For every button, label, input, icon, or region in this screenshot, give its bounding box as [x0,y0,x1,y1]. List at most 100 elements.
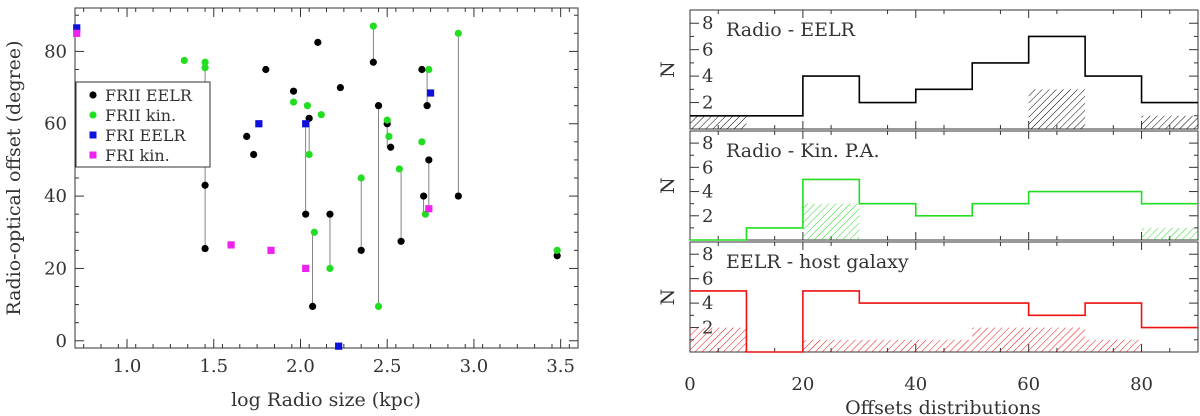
scatter-points [73,22,561,350]
histogram-panel-2: 2 4 6 8 Radio - Kin. P.A. N [657,130,1199,241]
scatter-y-tick-label: 20 [44,258,67,279]
point-fri-eelr [73,24,81,32]
histogram-hatched-bar [690,115,747,129]
histogram-hatched-bar [859,339,916,352]
legend-label-fri-eelr: FRI EELR [105,126,187,145]
point-frii-kin [369,22,377,30]
histogram-hatched-bar [1141,115,1198,129]
point-frii-eelr [423,102,431,110]
point-frii-eelr [326,210,334,218]
histogram-y-axis-label: N [657,289,679,306]
point-frii-kin [553,246,561,254]
point-frii-kin [395,165,403,173]
point-frii-eelr [553,252,561,260]
point-frii-eelr [454,192,462,200]
point-frii-kin [201,64,209,72]
scatter-x-tick-label: 3.5 [546,356,575,377]
histogram-step-line [690,290,1198,353]
legend-label-frii-eelr: FRII EELR [105,86,193,105]
point-fri-kin [425,205,433,213]
histogram-y-tick-label: 6 [702,157,713,178]
histogram-y-tick-label: 4 [702,66,713,87]
histogram-y-tick-label: 2 [702,206,713,227]
legend-marker-fri-eelr [89,131,97,139]
histogram-hatched-bar [1085,339,1142,352]
histogram-y-tick-label: 8 [702,13,713,34]
histogram-hatched-bar [915,339,973,352]
histogram-hatched-bar [802,203,860,240]
scatter-y-tick-label: 80 [44,41,67,62]
point-frii-kin [374,302,383,311]
histogram-y-tick-label: 6 [702,269,713,290]
point-frii-eelr [420,192,428,200]
point-frii-kin [383,116,391,124]
point-frii-eelr [289,87,298,95]
scatter-x-ticks: 1.0 1.5 2.0 2.5 3.0 3.5 [83,8,575,377]
scatter-x-tick-label: 2.0 [286,356,315,377]
histogram-y-tick-label: 8 [702,244,713,265]
scatter-plot: 1.0 1.5 2.0 2.5 3.0 3.5 0 20 40 60 80 FRII EELR F… [3,7,579,411]
histogram-panel-title: Radio - EELR [726,19,856,41]
point-fri-kin [227,241,235,249]
scatter-y-ticks: 0 20 40 60 80 [44,14,578,352]
histogram-panel-title: EELR - host galaxy [726,251,909,273]
point-frii-eelr [397,237,405,245]
point-frii-kin [310,228,318,236]
point-frii-eelr [374,102,383,110]
scatter-x-tick-label: 3.0 [460,356,489,377]
point-frii-eelr [369,58,377,66]
point-frii-kin [201,58,209,66]
point-frii-eelr [357,246,365,254]
point-frii-kin [326,264,334,273]
histogram-hatched-bar [690,327,747,352]
point-frii-eelr [201,181,209,189]
histogram-y-axis-label: N [657,61,679,78]
histogram-x-tick-label: 40 [904,374,927,395]
histogram-x-axis-label: Offsets distributions [845,397,1041,416]
histogram-hatched-bar [802,339,860,352]
histogram-hatched-bar [1028,89,1086,129]
point-frii-eelr [302,210,310,218]
histogram-hatched-bar [1028,327,1086,352]
scatter-y-axis-label: Radio-optical offset (degree) [3,40,25,315]
point-frii-eelr [262,65,270,74]
point-frii-kin [454,29,462,37]
point-fri-eelr [302,120,310,128]
legend-marker-fri-kin [89,151,97,159]
scatter-x-axis-label: log Radio size (kpc) [231,389,421,411]
point-frii-kin [305,150,313,159]
point-fri-kin [267,246,275,254]
histogram-panel-title: Radio - Kin. P.A. [726,140,880,162]
histogram-x-ticks: 0 20 40 60 80 [684,374,1153,395]
scatter-y-tick-label: 0 [56,331,67,352]
legend-label-frii-kin: FRII kin. [105,106,176,125]
point-frii-kin [317,111,325,119]
point-frii-eelr [418,65,426,74]
point-frii-kin [421,210,429,218]
point-fri-kin [73,29,81,37]
histogram-hatched-bar [1141,227,1198,240]
point-frii-kin [303,102,312,110]
scatter-x-tick-label: 2.5 [373,356,402,377]
histogram-y-tick-label: 4 [702,293,713,314]
histogram-y-tick-label: 4 [702,182,713,203]
histogram-y-tick-label: 8 [702,133,713,154]
scatter-frame [74,7,579,349]
scatter-legend: FRII EELR FRII kin. FRI EELR FRI kin. [75,81,211,168]
point-frii-kin [385,132,393,141]
histogram-x-tick-label: 80 [1130,374,1153,395]
point-frii-kin [357,174,365,182]
point-frii-eelr [243,132,251,141]
point-frii-eelr [425,156,433,164]
point-fri-kin [302,264,310,273]
point-frii-eelr [305,114,313,122]
point-fri-eelr [335,342,343,350]
point-frii-kin [180,56,188,65]
histogram-x-tick-label: 20 [791,374,814,395]
scatter-x-tick-label: 1.0 [113,356,142,377]
histogram-step-line [690,35,1198,117]
point-frii-eelr [250,150,258,159]
